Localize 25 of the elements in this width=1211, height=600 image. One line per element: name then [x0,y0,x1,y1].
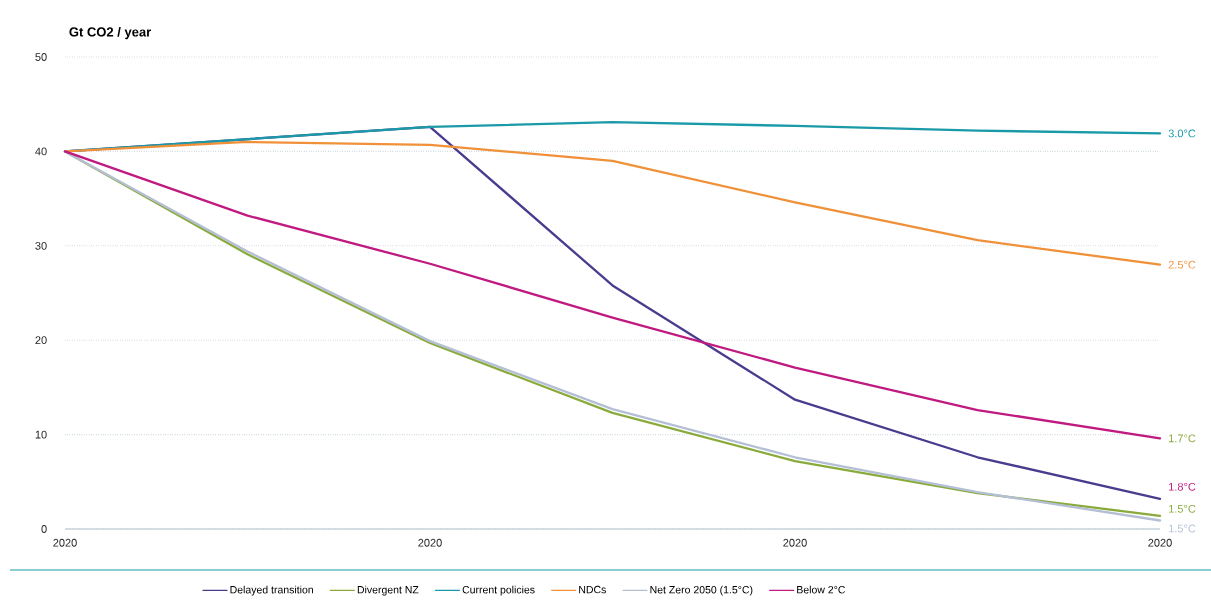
x-tick-label: 2020 [1148,538,1172,547]
line-series [63,140,1162,266]
y-tick-label: 50 [35,53,47,61]
legend-label: Net Zero 2050 (1.5°C) [650,585,753,596]
y-tick-label: 40 [35,147,47,156]
x-tick-label: 2020 [418,538,442,547]
legend-label: Below 2°C [797,585,846,594]
x-tick-label: 2020 [53,538,77,547]
text: 1.5°C [1169,504,1196,513]
text: 2.5°C [1168,260,1196,269]
legend-label: NDCs [579,585,606,594]
y-tick-label: 30 [35,241,47,250]
line-series [63,150,1162,440]
legend-label: Delayed transition [230,585,313,596]
y-tick-label: 20 [35,336,47,345]
text: 1.7°C [1169,434,1196,443]
x-tick-label: 2020 [783,538,807,547]
text: 1.8°C [1169,482,1196,491]
text: 3.0°C [1168,129,1196,138]
y-axis-title: Gt CO2 / year [69,27,152,40]
y-tick-label: 0 [41,525,47,533]
legend-label: Current policies [462,585,535,596]
legend-label: Divergent NZ [357,585,419,596]
y-tick-label: 10 [35,430,47,439]
text: 1.5°C [1169,524,1196,533]
